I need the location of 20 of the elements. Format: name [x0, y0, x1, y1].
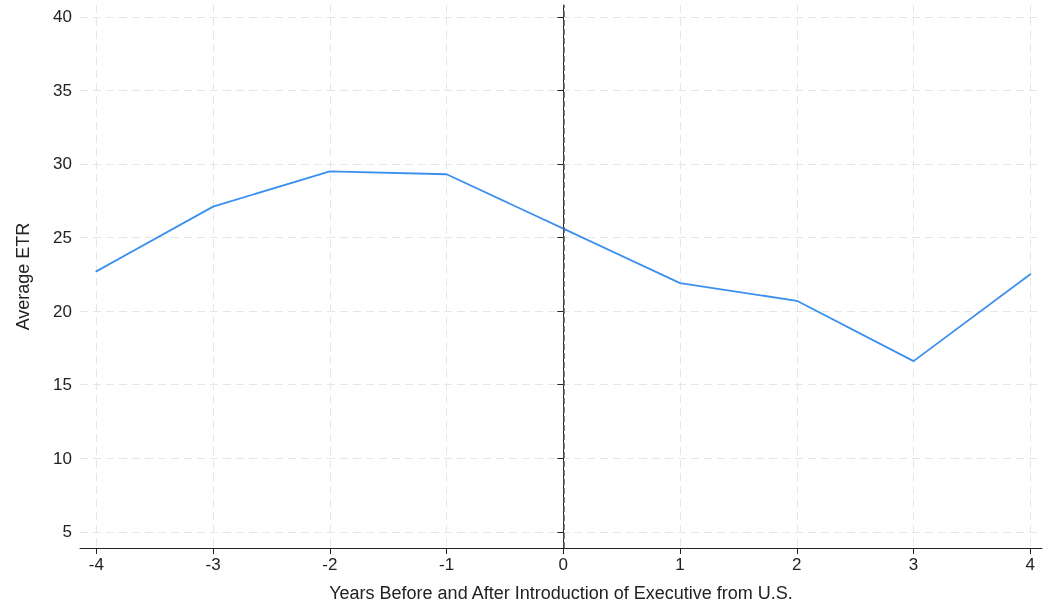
line-series [95, 170, 1032, 363]
y-tick-label: 25 [53, 228, 72, 247]
x-tick-label: 1 [675, 555, 685, 574]
y-axis-title: Average ETR [13, 222, 33, 331]
y-tick-label: 30 [53, 154, 72, 174]
y-tick-label: 5 [62, 522, 72, 542]
x-tick-label: 2 [792, 555, 802, 574]
y-tick-label: 35 [53, 80, 72, 100]
y-tick-label: 10 [53, 448, 72, 468]
x-tick-label: 4 [1025, 555, 1036, 574]
y-tick-label: 20 [53, 301, 72, 321]
x-tick-label: 3 [908, 555, 919, 574]
x-tick-label: -1 [439, 555, 455, 574]
x-tick-label: 0 [558, 555, 569, 574]
y-tick-label: 40 [53, 7, 72, 27]
x-axis-title: Years Before and After Introduction of Executive from U.S. [329, 583, 793, 603]
x-tick-label: -2 [322, 555, 338, 574]
x-tick-label: -3 [205, 555, 221, 574]
y-tick-label: 15 [53, 375, 72, 395]
x-tick-label: -4 [88, 555, 104, 574]
